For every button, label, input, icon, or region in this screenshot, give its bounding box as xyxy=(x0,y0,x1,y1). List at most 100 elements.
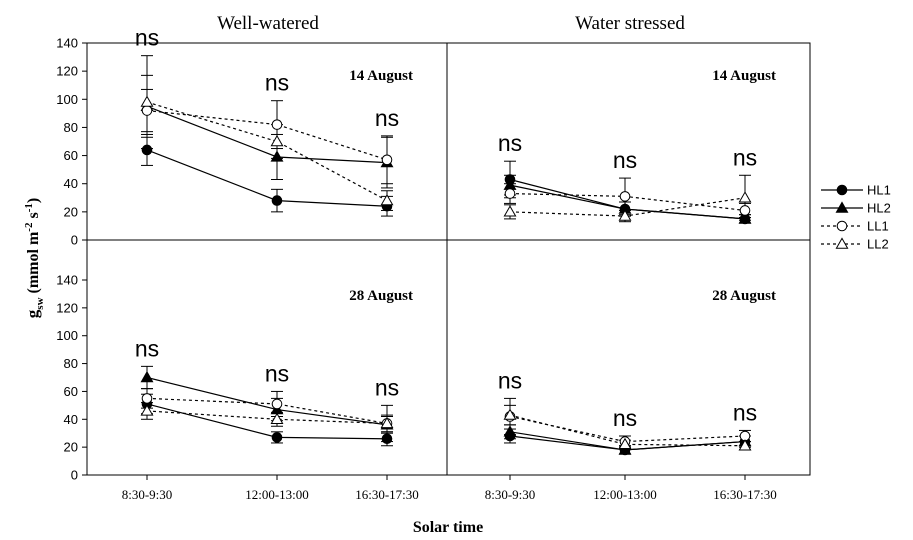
legend-marker xyxy=(835,237,849,249)
y-axis-title-part: -2 xyxy=(23,222,35,232)
data-point-hl1 xyxy=(271,195,283,206)
legend-label: LL2 xyxy=(867,237,889,252)
data-point-hl2 xyxy=(738,212,752,224)
data-point-hl1 xyxy=(381,433,393,445)
data-point-ll1 xyxy=(619,191,631,202)
significance-label: ns xyxy=(135,335,159,361)
y-tick-label: 120 xyxy=(56,64,78,79)
y-tick-label: 20 xyxy=(64,440,78,455)
x-tick-label: 12:00-13:00 xyxy=(593,487,657,502)
x-tick-label: 8:30-9:30 xyxy=(485,487,536,502)
y-tick-label: 120 xyxy=(56,300,78,315)
panel-water-stressed-28-aug: 28 August ns ns ns xyxy=(498,288,776,456)
panel-well-watered-14-aug: 14 August ns ns ns xyxy=(135,25,413,217)
x-tick-label: 16:30-17:30 xyxy=(713,487,777,502)
significance-label: ns xyxy=(613,405,637,431)
y-axis-title-part: s xyxy=(25,212,42,222)
legend-marker xyxy=(836,184,848,196)
panel-well-watered-28-aug: 28 August ns ns ns xyxy=(135,288,413,447)
y-tick-label: 80 xyxy=(64,120,78,135)
series-line-ll2 xyxy=(509,414,746,447)
significance-label: ns xyxy=(265,70,289,96)
column-title-0: Well-watered xyxy=(217,13,319,34)
data-point-ll2 xyxy=(270,412,284,424)
legend-marker xyxy=(836,220,848,232)
column-title-1: Water stressed xyxy=(575,13,685,34)
data-point-ll2 xyxy=(738,191,752,203)
y-tick-label: 0 xyxy=(71,468,78,483)
panel-date-label: 14 August xyxy=(349,68,413,84)
legend-entry-ll2: LL2 xyxy=(821,237,889,252)
significance-label: ns xyxy=(375,374,399,400)
data-point-ll2 xyxy=(738,439,752,451)
y-axis-title: gsw (mmol m-2 s-1) xyxy=(23,198,46,318)
data-point-ll1 xyxy=(141,105,153,116)
legend-label: LL1 xyxy=(867,219,889,234)
data-point-hl2 xyxy=(503,425,517,437)
data-point-ll2 xyxy=(618,437,632,450)
y-tick-label: 40 xyxy=(64,412,78,427)
data-point-ll2 xyxy=(503,205,517,217)
data-point-ll1 xyxy=(739,205,751,216)
y-tick-label: 100 xyxy=(56,328,78,343)
y-tick-label: 0 xyxy=(71,233,78,248)
data-point-ll2 xyxy=(380,193,394,206)
significance-label: ns xyxy=(498,367,522,393)
legend-entry-hl2: HL2 xyxy=(821,201,891,216)
y-tick-label: 60 xyxy=(64,148,78,163)
significance-label: ns xyxy=(733,399,757,425)
significance-label: ns xyxy=(498,130,522,156)
data-point-ll2 xyxy=(270,134,284,147)
data-point-hl2 xyxy=(270,150,284,162)
legend-entry-hl1: HL1 xyxy=(821,183,891,198)
data-point-hl2 xyxy=(140,370,154,383)
data-point-ll1 xyxy=(504,188,516,199)
panel-date-label: 14 August xyxy=(712,68,776,84)
panel-water-stressed-14-aug: 14 August ns ns ns xyxy=(498,68,776,225)
y-axis-title-part: -1 xyxy=(23,203,35,212)
y-tick-label: 60 xyxy=(64,384,78,399)
series-line-hl1 xyxy=(146,149,388,207)
data-point-hl1 xyxy=(141,144,153,156)
y-tick-label: 20 xyxy=(64,204,78,219)
y-tick-label: 140 xyxy=(56,36,78,51)
x-tick-label: 8:30-9:30 xyxy=(122,487,173,502)
data-point-ll2 xyxy=(503,408,517,420)
data-point-ll1 xyxy=(381,154,393,166)
y-tick-label: 100 xyxy=(56,92,78,107)
y-axis-title-part: (mmol m xyxy=(25,231,42,297)
series-line-hl1 xyxy=(146,403,388,440)
data-point-hl1 xyxy=(271,432,283,443)
significance-label: ns xyxy=(733,144,757,170)
data-point-ll2 xyxy=(380,416,394,429)
legend-marker xyxy=(835,201,849,213)
panel-date-label: 28 August xyxy=(712,288,776,304)
y-tick-label: 140 xyxy=(56,273,78,288)
data-point-hl2 xyxy=(618,443,632,455)
y-tick-label: 40 xyxy=(64,176,78,191)
legend-label: HL1 xyxy=(867,183,891,198)
x-tick-label: 16:30-17:30 xyxy=(355,487,419,502)
significance-label: ns xyxy=(375,105,399,131)
x-tick-label: 12:00-13:00 xyxy=(245,487,309,502)
panel-date-label: 28 August xyxy=(349,288,413,304)
significance-label: ns xyxy=(613,147,637,173)
y-axis-title-part: sw xyxy=(34,297,46,309)
y-axis-title-part: g xyxy=(23,309,42,318)
data-point-ll1 xyxy=(271,119,283,130)
series-line-ll2 xyxy=(146,101,388,202)
y-tick-label: 80 xyxy=(64,356,78,371)
data-point-ll1 xyxy=(141,393,153,404)
legend-entry-ll1: LL1 xyxy=(821,219,889,234)
series-line-ll1 xyxy=(146,397,388,425)
y-axis-title-part: ) xyxy=(25,198,42,203)
legend-label: HL2 xyxy=(867,201,891,216)
data-point-ll2 xyxy=(618,209,632,221)
data-point-ll1 xyxy=(271,398,283,410)
series-line-ll1 xyxy=(146,109,388,161)
significance-label: ns xyxy=(265,360,289,386)
series-line-ll2 xyxy=(146,410,388,425)
data-point-ll2 xyxy=(140,95,154,107)
significance-label: ns xyxy=(135,25,159,51)
